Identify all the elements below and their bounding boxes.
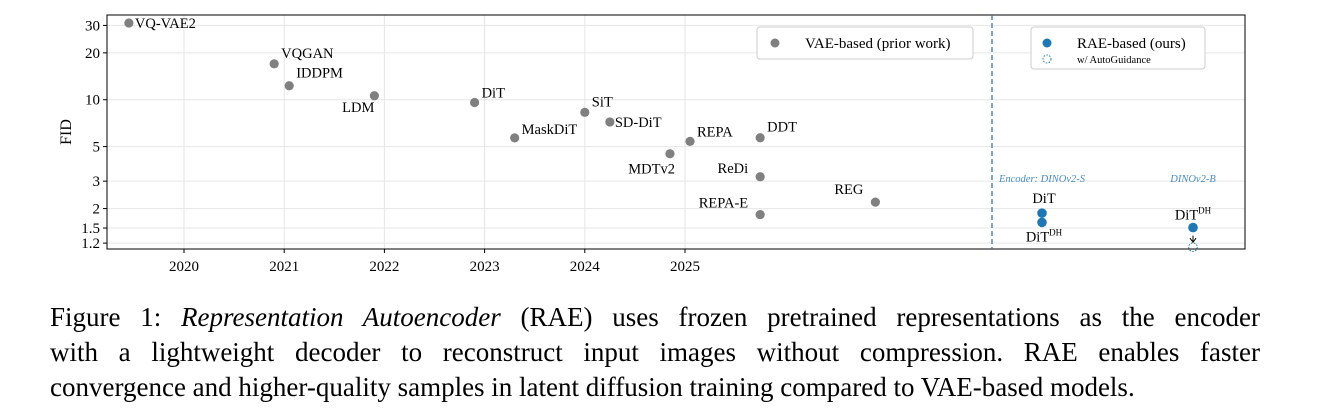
caption-prefix: Figure 1: (50, 302, 182, 332)
vae-point-label: MDTv2 (628, 162, 675, 178)
rae-point (1188, 222, 1198, 233)
legend-rae-label: RAE-based (ours) (1077, 36, 1186, 52)
vae-point-label: DiT (482, 85, 506, 101)
y-tick-label: 1.2 (81, 236, 100, 252)
grid-lines (107, 15, 1245, 249)
y-axis-ticks: 1.21.5 2 3 5 10 20 30 (81, 18, 107, 252)
autoguidance-arrow-head (1189, 237, 1197, 244)
plot-area (106, 14, 1246, 250)
vae-point (580, 107, 590, 117)
vae-point-label: REG (834, 182, 864, 198)
y-tick-label: 3 (93, 174, 101, 190)
rae-point (1037, 208, 1047, 218)
legend-vae-label: VAE-based (prior work) (805, 36, 951, 52)
y-axis-label: FID (58, 119, 75, 145)
caption-line-2: with a lightweight decoder to reconstruc… (50, 337, 1260, 367)
y-tick-label: 10 (85, 93, 100, 109)
vae-point-label: MaskDiT (522, 122, 578, 138)
y-tick-label: 2 (93, 202, 101, 218)
vae-point (665, 149, 675, 159)
x-tick-label: 2022 (369, 259, 399, 275)
y-tick-label: 5 (93, 140, 101, 156)
rae-point (1037, 217, 1047, 228)
figure-caption: Figure 1: Representation Autoencoder (RA… (50, 300, 1260, 405)
rae-point-label: DiTDH (1175, 206, 1212, 224)
vae-point-label: LDM (342, 100, 374, 116)
vae-point-label: SiT (592, 94, 613, 110)
y-tick-label: 30 (85, 18, 100, 34)
vae-point (755, 172, 765, 182)
vae-point (870, 197, 880, 207)
y-tick-label: 20 (85, 46, 100, 62)
legend-rae: RAE-based (ours) w/ AutoGuidance (1030, 26, 1206, 70)
x-tick-label: 2020 (169, 259, 199, 275)
caption-line-1-rest: (RAE) uses frozen pretrained representat… (500, 302, 1260, 332)
vae-point-label: SD-DiT (615, 115, 662, 131)
vae-point-label: IDDPM (296, 66, 343, 82)
vae-point (269, 59, 279, 69)
vae-point-label: REPA (697, 124, 733, 140)
vae-point (685, 136, 695, 146)
x-tick-label: 2023 (470, 259, 500, 275)
vae-point-label: VQGAN (281, 46, 334, 62)
encoder-annotations: Encoder: DINOv2-S DINOv2-B (998, 174, 1216, 185)
autoguidance-point (1188, 242, 1198, 252)
x-tick-label: 2024 (570, 259, 601, 275)
vae-point (755, 209, 765, 220)
caption-title: Representation Autoencoder (181, 302, 501, 332)
legend-vae-marker (770, 38, 780, 48)
vae-point-label: VQ-VAE2 (135, 16, 196, 32)
legend-rae-marker (1042, 38, 1052, 48)
rae-point-label: DiT (1032, 191, 1056, 207)
vae-point (755, 133, 765, 143)
x-axis-ticks: 2020 2021 2022 2023 2024 2025 (169, 249, 700, 275)
vae-point (284, 81, 294, 91)
vae-point (510, 133, 520, 143)
vae-point (124, 18, 134, 28)
caption-line-3: convergence and higher-quality samples i… (50, 372, 1135, 402)
vae-point (605, 117, 615, 127)
vae-point-label: ReDi (718, 161, 749, 177)
legend-vae: VAE-based (prior work) (756, 26, 974, 60)
vae-point-label: DDT (767, 120, 797, 136)
x-tick-label: 2025 (670, 259, 700, 275)
encoder-annotation: DINOv2-B (1169, 174, 1216, 185)
vae-point (469, 97, 480, 108)
x-tick-label: 2021 (269, 259, 299, 275)
y-tick-label: 1.5 (81, 221, 100, 237)
legend-autoguidance-marker (1042, 54, 1052, 64)
caption-line-1: Figure 1: Representation Autoencoder (RA… (50, 300, 1260, 335)
legend-autoguidance-label: w/ AutoGuidance (1077, 55, 1151, 66)
vae-point (369, 91, 379, 101)
fid-scatter-chart: 1.21.5 2 3 5 10 20 30 2020 2021 2022 2023 2024 2025… (58, 14, 1246, 275)
vae-point-label: REPA-E (699, 196, 749, 212)
encoder-annotation: Encoder: DINOv2-S (998, 174, 1086, 185)
